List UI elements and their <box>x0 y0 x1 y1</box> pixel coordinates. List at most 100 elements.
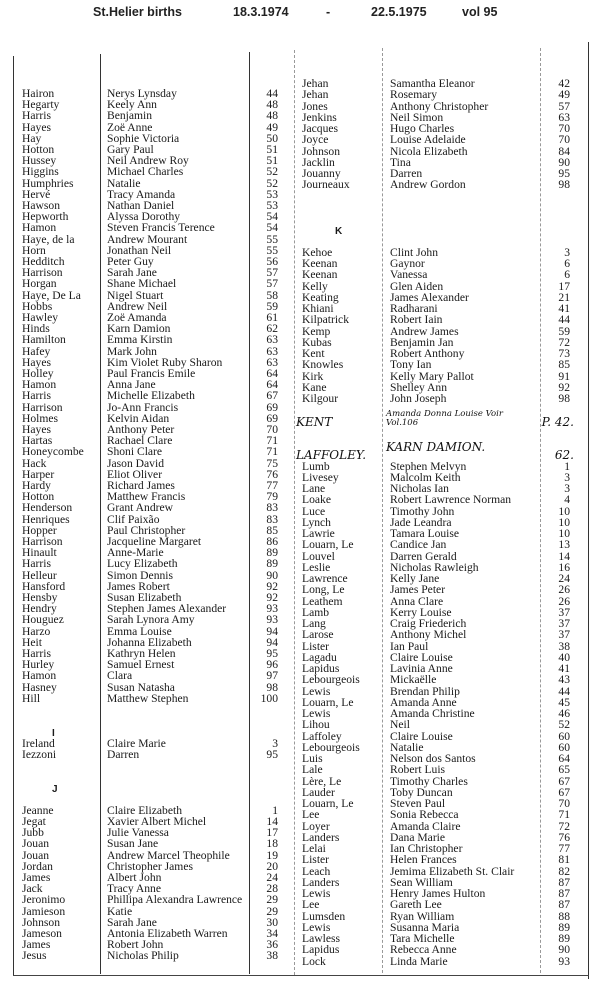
surname: Lebourgeois <box>302 740 360 754</box>
forenames: Antonia Elizabeth Warren <box>107 927 228 940</box>
surname: Harrison <box>22 400 63 414</box>
surname: Hawley <box>22 311 59 324</box>
entry-number: 57 <box>266 266 278 280</box>
forenames: Andrew Marcel Theophile <box>107 848 230 862</box>
surname: Houguez <box>22 613 64 627</box>
entry-number: 30 <box>266 915 278 929</box>
surname: Hensby <box>22 591 58 604</box>
forenames: Tracy Amanda <box>107 187 176 201</box>
entry-number: 98 <box>558 392 570 405</box>
forenames: Brendan Philip <box>390 684 460 698</box>
entry-number: 59 <box>266 299 278 313</box>
forenames: Anthony Christopher <box>390 99 489 113</box>
entry-number: 6 <box>564 257 570 270</box>
surname: Hopper <box>22 523 57 537</box>
entry-number: 41 <box>558 662 570 675</box>
surname: Jack <box>22 882 43 896</box>
surname: Hamon <box>22 221 57 235</box>
entry-number: 94 <box>266 635 278 649</box>
surname: Kirk <box>302 369 324 383</box>
entry-number: 14 <box>558 549 570 563</box>
surname: Johnson <box>22 915 61 929</box>
entry-number: 97 <box>266 669 278 683</box>
forenames: Rosemary <box>390 88 438 102</box>
entry-number: 63 <box>266 344 278 358</box>
entry-number: 29 <box>266 904 278 918</box>
entry-number: 71 <box>266 434 278 448</box>
forenames: Candice Jan <box>390 538 447 552</box>
entry-number: 64 <box>266 367 278 380</box>
forenames: Gareth Lee <box>390 898 442 912</box>
entry-number: 92 <box>266 591 278 604</box>
forenames: Karn Damion <box>107 322 171 336</box>
entry-number: 95 <box>266 747 278 761</box>
surname: Hepworth <box>22 210 69 224</box>
surname: Leach <box>302 864 331 878</box>
date-separator: - <box>326 5 331 19</box>
entry-number: 61 <box>266 311 278 324</box>
handwritten-forenames: Amanda Donna Louise Voir Vol.106 <box>386 408 503 428</box>
entry-number: 70 <box>558 797 570 810</box>
entry-number: 45 <box>558 695 570 709</box>
surname: Harrison <box>22 266 63 280</box>
column-divider <box>100 54 101 974</box>
forenames: Glen Aiden <box>390 279 444 293</box>
surname: Lumsden <box>302 909 346 923</box>
entry-number: 24 <box>558 572 570 585</box>
surname: Hay <box>22 131 42 145</box>
surname: Louarn, Le <box>302 797 354 810</box>
entry-number: 20 <box>266 859 278 873</box>
surname: Harris <box>22 557 51 571</box>
forenames: Jade Leandra <box>390 515 452 529</box>
entry-number: 46 <box>558 707 570 720</box>
forenames: Julie Vanessa <box>107 826 169 840</box>
date-from: 18.3.1974 <box>233 5 289 19</box>
surname: Horgan <box>22 277 57 291</box>
entry-number: 86 <box>266 535 278 548</box>
forenames: Neil Andrew Roy <box>107 154 189 168</box>
entry-number: 71 <box>558 808 570 822</box>
surname: Keenan <box>302 257 338 270</box>
handwritten-page-number: 62. <box>554 448 574 463</box>
surname: Larose <box>302 628 334 642</box>
entry-number: 96 <box>266 658 278 672</box>
surname: Henderson <box>22 501 73 515</box>
volume-label: vol 95 <box>462 5 498 19</box>
forenames: James Peter <box>390 583 446 597</box>
entry-number: 44 <box>266 87 278 100</box>
entry-number: 67 <box>558 785 570 799</box>
entry-number: 41 <box>558 302 570 315</box>
forenames: Johanna Elizabeth <box>107 635 192 649</box>
forenames: Mark John <box>107 344 157 358</box>
forenames: Anthony Peter <box>107 423 175 436</box>
forenames: Tracy Anne <box>107 882 161 896</box>
forenames: Shelley Ann <box>390 380 448 394</box>
forenames: Samantha Eleanor <box>390 77 475 90</box>
forenames: Nathan Daniel <box>107 199 175 212</box>
surname: Higgins <box>22 165 59 179</box>
forenames: Darren Gerald <box>390 549 457 563</box>
surname: Luce <box>302 504 326 518</box>
forenames: Ryan William <box>390 909 455 923</box>
entry-number: 70 <box>558 122 570 135</box>
entry-number: 51 <box>266 143 278 156</box>
entry-number: 93 <box>558 954 570 968</box>
surname: Lang <box>302 617 326 630</box>
surname: Jubb <box>22 826 44 840</box>
surname: Jouanny <box>302 167 341 180</box>
surname: Hayes <box>22 423 51 436</box>
forenames: Dana Marie <box>390 830 446 844</box>
entry-number: 38 <box>266 949 278 963</box>
entry-number: 67 <box>266 389 278 403</box>
entry-number: 59 <box>558 324 570 338</box>
surname: Louvel <box>302 549 335 563</box>
entry-number: 53 <box>266 199 278 212</box>
forenames: Susan Elizabeth <box>107 591 182 604</box>
forenames: Christopher James <box>107 859 193 873</box>
forenames: Jemima Elizabeth St. Clair <box>390 864 515 878</box>
entry-number: 89 <box>558 932 570 945</box>
surname: Iezzoni <box>22 747 57 761</box>
column-divider <box>382 48 384 973</box>
forenames: Kathryn Helen <box>107 647 176 660</box>
surname: Loyer <box>302 819 330 833</box>
